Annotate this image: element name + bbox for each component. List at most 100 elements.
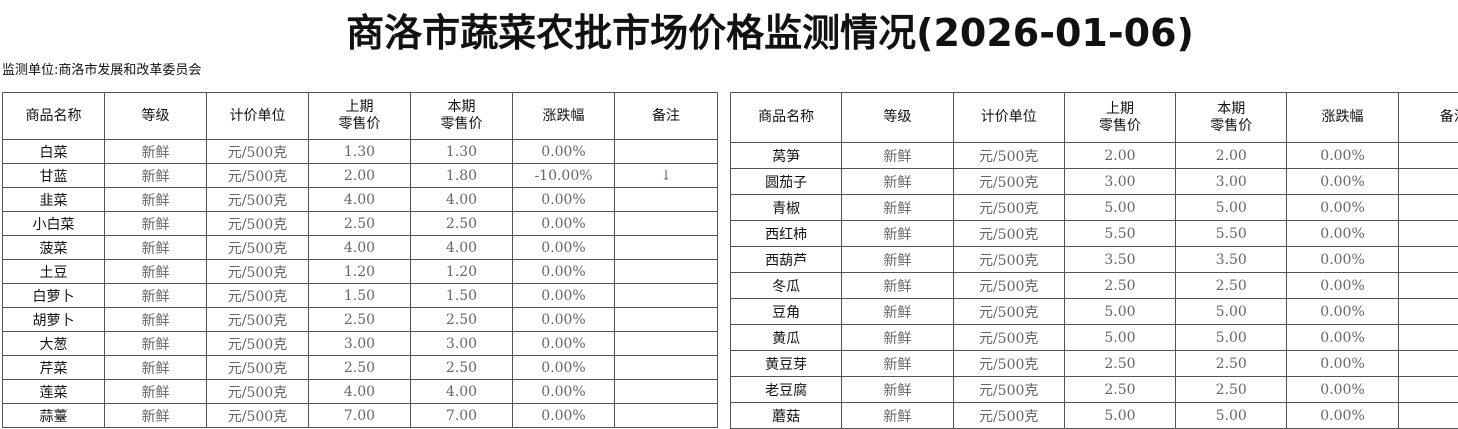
cell-grade: 新鲜 bbox=[841, 168, 954, 195]
cell-name: 黄豆芽 bbox=[729, 350, 843, 377]
cell-name: 胡萝卜 bbox=[2, 307, 105, 332]
table-row: 白萝卜 新鲜 元/500克 1.50 1.50 0.00% bbox=[2, 283, 718, 308]
cell-prev-price: 2.50 bbox=[308, 307, 411, 332]
cell-note bbox=[614, 283, 718, 308]
cell-grade: 新鲜 bbox=[104, 259, 207, 284]
cell-curr-price: 2.00 bbox=[1175, 142, 1288, 169]
table-row: 大葱 新鲜 元/500克 3.00 3.00 0.00% bbox=[2, 331, 718, 356]
table-row: 芹菜 新鲜 元/500克 2.50 2.50 0.00% bbox=[2, 355, 718, 380]
cell-grade: 新鲜 bbox=[841, 376, 954, 403]
cell-grade: 新鲜 bbox=[104, 379, 207, 404]
cell-grade: 新鲜 bbox=[841, 402, 954, 429]
cell-grade: 新鲜 bbox=[104, 403, 207, 428]
cell-curr-price: 2.50 bbox=[1175, 350, 1288, 377]
cell-unit: 元/500克 bbox=[952, 168, 1065, 195]
cell-note bbox=[614, 139, 718, 164]
cell-note bbox=[1397, 350, 1458, 377]
price-table-left: 商品名称 等级 计价单位 上期 零售价 本期 零售价 涨跌幅 备注 白菜 新鲜 元/500克 1.3… bbox=[2, 92, 718, 428]
cell-prev-price: 4.00 bbox=[308, 187, 411, 212]
cell-name: 西葫芦 bbox=[729, 246, 843, 273]
cell-name: 白萝卜 bbox=[2, 283, 105, 308]
cell-grade: 新鲜 bbox=[841, 350, 954, 377]
cell-name: 甘蓝 bbox=[2, 163, 105, 188]
cell-unit: 元/500克 bbox=[952, 402, 1065, 429]
cell-prev-price: 2.50 bbox=[1063, 272, 1177, 299]
cell-unit: 元/500克 bbox=[952, 194, 1065, 221]
cell-grade: 新鲜 bbox=[841, 246, 954, 273]
cell-prev-price: 5.50 bbox=[1063, 220, 1177, 247]
header-name: 商品名称 bbox=[2, 92, 105, 140]
cell-unit: 元/500克 bbox=[952, 298, 1065, 325]
cell-curr-price: 2.50 bbox=[410, 355, 513, 380]
cell-curr-price: 3.50 bbox=[1175, 246, 1288, 273]
cell-grade: 新鲜 bbox=[841, 220, 954, 247]
cell-change: 0.00% bbox=[1286, 194, 1399, 221]
cell-grade: 新鲜 bbox=[104, 355, 207, 380]
cell-note bbox=[614, 187, 718, 212]
cell-change: 0.00% bbox=[1286, 376, 1399, 403]
cell-prev-price: 4.00 bbox=[308, 379, 411, 404]
page-title: 商洛市蔬菜农批市场价格监测情况(2026-01-06) bbox=[346, 11, 1194, 55]
header-grade: 等级 bbox=[841, 92, 954, 143]
cell-note bbox=[1397, 376, 1458, 403]
table-row: 西红柿 新鲜 元/500克 5.50 5.50 0.00% bbox=[729, 220, 1458, 247]
table-row: 小白菜 新鲜 元/500克 2.50 2.50 0.00% bbox=[2, 211, 718, 236]
cell-grade: 新鲜 bbox=[104, 139, 207, 164]
cell-prev-price: 2.50 bbox=[308, 355, 411, 380]
table-row: 菠菜 新鲜 元/500克 4.00 4.00 0.00% bbox=[2, 235, 718, 260]
cell-note bbox=[614, 235, 718, 260]
cell-prev-price: 4.00 bbox=[308, 235, 411, 260]
cell-unit: 元/500克 bbox=[952, 350, 1065, 377]
header-note: 备注 bbox=[614, 92, 718, 140]
cell-curr-price: 1.50 bbox=[410, 283, 513, 308]
cell-grade: 新鲜 bbox=[104, 331, 207, 356]
cell-change: 0.00% bbox=[512, 283, 615, 308]
cell-prev-price: 3.00 bbox=[308, 331, 411, 356]
cell-unit: 元/500克 bbox=[206, 259, 309, 284]
table-row: 韭菜 新鲜 元/500克 4.00 4.00 0.00% bbox=[2, 187, 718, 212]
cell-name: 土豆 bbox=[2, 259, 105, 284]
cell-name: 韭菜 bbox=[2, 187, 105, 212]
cell-unit: 元/500克 bbox=[206, 403, 309, 428]
cell-change: 0.00% bbox=[1286, 168, 1399, 195]
cell-name: 白菜 bbox=[2, 139, 105, 164]
cell-note bbox=[614, 379, 718, 404]
table-row: 青椒 新鲜 元/500克 5.00 5.00 0.00% bbox=[729, 194, 1458, 221]
cell-prev-price: 3.50 bbox=[1063, 246, 1177, 273]
cell-note bbox=[1397, 272, 1458, 299]
cell-grade: 新鲜 bbox=[104, 307, 207, 332]
cell-change: 0.00% bbox=[1286, 324, 1399, 351]
cell-note: ↓ bbox=[614, 163, 718, 188]
header-unit: 计价单位 bbox=[952, 92, 1065, 143]
cell-note bbox=[1397, 220, 1458, 247]
cell-note bbox=[614, 307, 718, 332]
cell-curr-price: 5.00 bbox=[1175, 298, 1288, 325]
cell-curr-price: 2.50 bbox=[410, 307, 513, 332]
cell-curr-price: 5.00 bbox=[1175, 402, 1288, 429]
cell-change: 0.00% bbox=[512, 259, 615, 284]
cell-unit: 元/500克 bbox=[952, 376, 1065, 403]
cell-prev-price: 2.50 bbox=[1063, 350, 1177, 377]
table-row: 白菜 新鲜 元/500克 1.30 1.30 0.00% bbox=[2, 139, 718, 164]
cell-grade: 新鲜 bbox=[104, 163, 207, 188]
header-prev-price: 上期 零售价 bbox=[308, 92, 411, 140]
table-row: 甘蓝 新鲜 元/500克 2.00 1.80 -10.00% ↓ bbox=[2, 163, 718, 188]
header-change: 涨跌幅 bbox=[1286, 92, 1399, 143]
cell-name: 西红柿 bbox=[729, 220, 843, 247]
cell-change: 0.00% bbox=[1286, 350, 1399, 377]
cell-curr-price: 3.00 bbox=[410, 331, 513, 356]
cell-prev-price: 2.00 bbox=[1063, 142, 1177, 169]
cell-change: 0.00% bbox=[1286, 272, 1399, 299]
cell-unit: 元/500克 bbox=[206, 139, 309, 164]
cell-change: 0.00% bbox=[1286, 220, 1399, 247]
table-row: 莲菜 新鲜 元/500克 4.00 4.00 0.00% bbox=[2, 379, 718, 404]
cell-prev-price: 7.00 bbox=[308, 403, 411, 428]
cell-unit: 元/500克 bbox=[206, 211, 309, 236]
cell-curr-price: 5.00 bbox=[1175, 194, 1288, 221]
cell-unit: 元/500克 bbox=[206, 163, 309, 188]
cell-change: 0.00% bbox=[512, 331, 615, 356]
cell-curr-price: 1.20 bbox=[410, 259, 513, 284]
cell-prev-price: 5.00 bbox=[1063, 402, 1177, 429]
monitor-unit: 监测单位:商洛市发展和改革委员会 bbox=[2, 63, 202, 78]
